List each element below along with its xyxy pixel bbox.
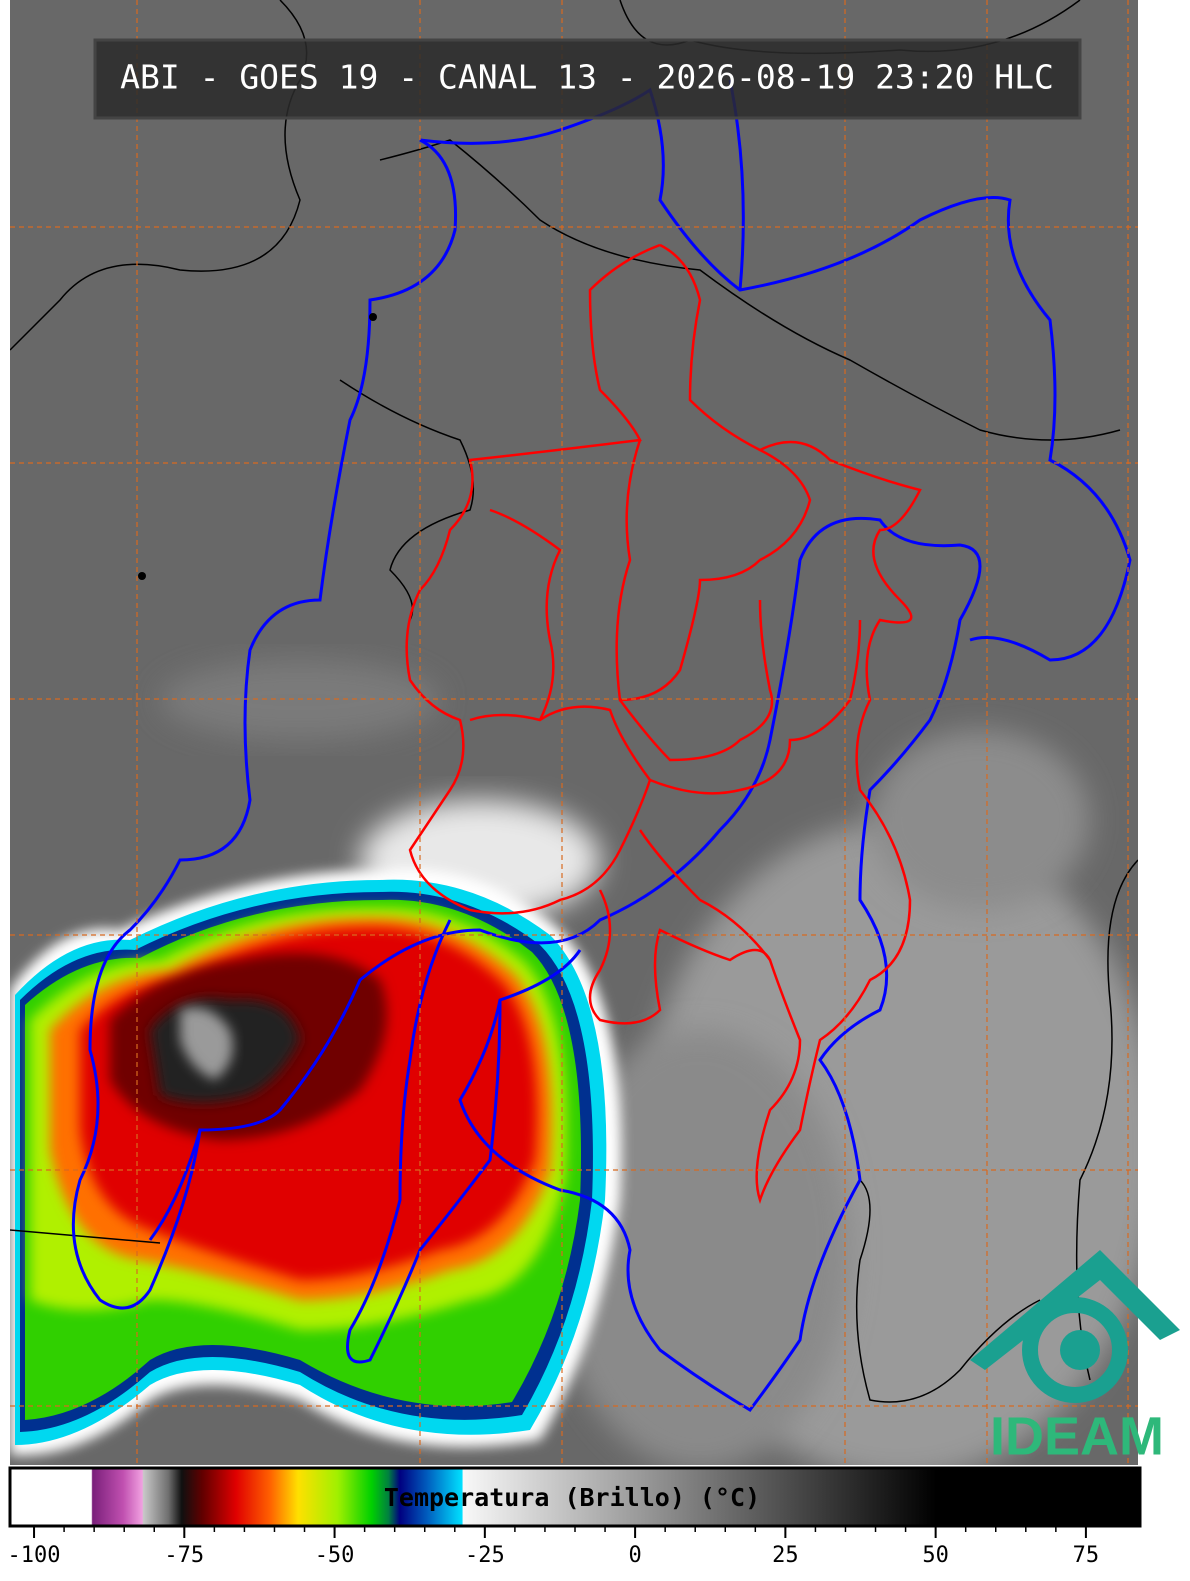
city-marker bbox=[369, 313, 377, 321]
title: ABI - GOES 19 - CANAL 13 - 2026-08-19 23… bbox=[120, 58, 1054, 97]
title-box bbox=[93, 38, 1082, 120]
city-marker bbox=[138, 572, 146, 580]
colorbar: Temperatura (Brillo) (°C) bbox=[8, 1466, 1142, 1528]
ideam-logo: IDEAM bbox=[970, 1250, 1180, 1466]
lat-lon-grid bbox=[10, 0, 1138, 1465]
storm-cloud bbox=[10, 868, 622, 1456]
colorbar-tick-label: -25 bbox=[465, 1543, 505, 1568]
colorbar-tick-label: -75 bbox=[164, 1543, 204, 1568]
logo-text: IDEAM bbox=[990, 1406, 1164, 1466]
colorbar-label: Temperatura (Brillo) (°C) bbox=[384, 1483, 760, 1512]
colorbar-tick-label: 75 bbox=[1073, 1543, 1100, 1568]
colorbar-tick-label: 25 bbox=[772, 1543, 799, 1568]
colorbar-tick-label: -50 bbox=[315, 1543, 355, 1568]
colorbar-gradient bbox=[8, 1466, 1142, 1528]
department-borders bbox=[405, 243, 922, 1204]
colorbar-tick-label: 0 bbox=[628, 1543, 641, 1568]
colorbar-tick-label: 50 bbox=[922, 1543, 949, 1568]
colorbar-tick-label: -100 bbox=[8, 1543, 61, 1568]
satellite-image bbox=[10, 0, 1138, 1465]
